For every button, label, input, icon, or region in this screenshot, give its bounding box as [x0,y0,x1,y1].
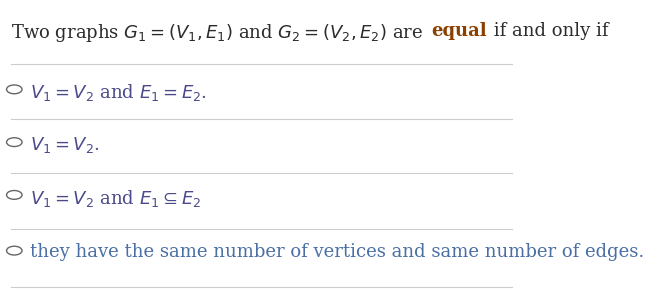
Text: they have the same number of vertices and same number of edges.: they have the same number of vertices an… [30,243,644,261]
Text: if and only if: if and only if [488,22,608,40]
Text: $V_1 = V_2$ and $E_1 = E_2$.: $V_1 = V_2$ and $E_1 = E_2$. [30,82,207,103]
Text: $V_1 = V_2$.: $V_1 = V_2$. [30,135,99,155]
Text: $V_1 = V_2$ and $E_1 \subseteq E_2$: $V_1 = V_2$ and $E_1 \subseteq E_2$ [30,188,201,209]
Text: Two graphs $G_1 = (V_1, E_1)$ and $G_2 = (V_2, E_2)$ are: Two graphs $G_1 = (V_1, E_1)$ and $G_2 =… [10,22,424,44]
Text: equal: equal [431,22,487,40]
